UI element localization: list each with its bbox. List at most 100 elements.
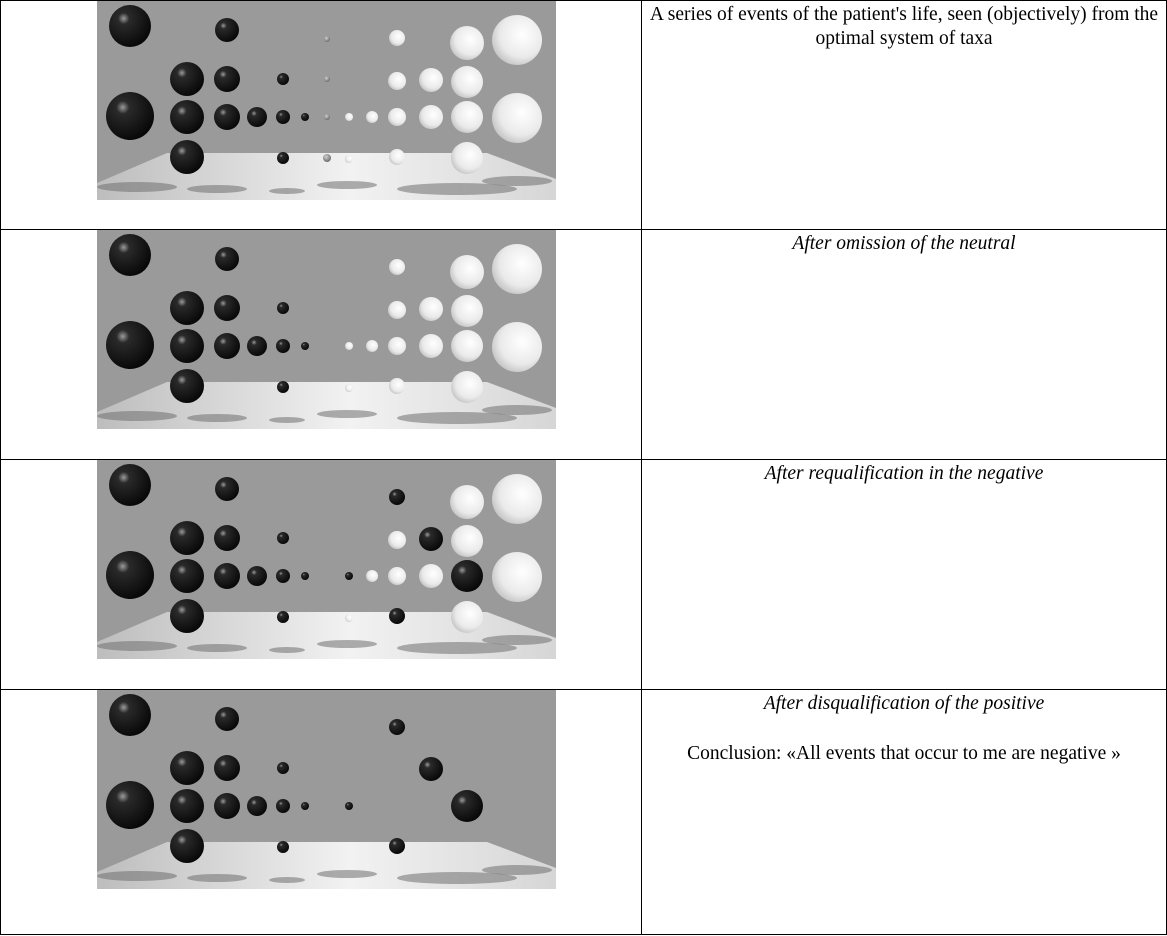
table-row: After requalification in the negative (0, 459, 1167, 690)
dark-sphere (106, 321, 154, 369)
light-sphere (366, 111, 378, 123)
floor-shadow (482, 865, 552, 875)
light-sphere (419, 334, 443, 358)
light-sphere (389, 30, 405, 46)
light-sphere (419, 68, 443, 92)
dark-sphere (170, 599, 204, 633)
dark-sphere (214, 563, 240, 589)
light-sphere (451, 330, 483, 362)
sphere-render-full (97, 1, 556, 200)
floor-shadow (187, 874, 247, 882)
image-cell (0, 689, 642, 935)
conclusion-text: Conclusion: «All events that occur to me… (687, 743, 1121, 764)
caption-text: After requalification in the negative (764, 463, 1044, 484)
light-sphere (419, 105, 443, 129)
dark-sphere (301, 802, 309, 810)
light-sphere (345, 155, 353, 163)
dark-sphere (215, 477, 239, 501)
light-sphere (451, 525, 483, 557)
light-sphere (366, 340, 378, 352)
dark-sphere (109, 694, 151, 736)
floor-shadow (187, 644, 247, 652)
caption-cell: A series of events of the patient's life… (641, 0, 1167, 230)
floor-shadow (482, 176, 552, 186)
floor-shadow (97, 182, 177, 192)
light-sphere (388, 301, 406, 319)
dark-sphere (451, 560, 483, 592)
dark-sphere (345, 802, 353, 810)
light-sphere (388, 72, 406, 90)
dark-sphere (277, 611, 289, 623)
caption-text: A series of events of the patient's life… (649, 4, 1159, 49)
caption-text: After disqualification of the positive (763, 693, 1045, 714)
light-sphere (450, 255, 484, 289)
dark-sphere (301, 342, 309, 350)
light-sphere (345, 113, 353, 121)
floor-shadow (97, 411, 177, 421)
light-sphere (492, 474, 542, 524)
dark-sphere (214, 295, 240, 321)
neutral-sphere (324, 36, 330, 42)
light-sphere (451, 66, 483, 98)
light-sphere (389, 378, 405, 394)
caption-text: After omission of the neutral (792, 233, 1016, 254)
floor-shadow (187, 185, 247, 193)
light-sphere (345, 384, 353, 392)
table-row: A series of events of the patient's life… (0, 0, 1167, 230)
dark-sphere (214, 525, 240, 551)
dark-sphere (170, 291, 204, 325)
dark-sphere (170, 789, 204, 823)
dark-sphere (277, 73, 289, 85)
dark-sphere (301, 113, 309, 121)
light-sphere (388, 531, 406, 549)
dark-sphere (170, 100, 204, 134)
light-sphere (345, 614, 353, 622)
dark-sphere (215, 247, 239, 271)
table-row: After omission of the neutral (0, 229, 1167, 460)
light-sphere (419, 297, 443, 321)
dark-sphere (276, 110, 290, 124)
dark-sphere (276, 339, 290, 353)
dark-sphere (215, 18, 239, 42)
dark-sphere (106, 92, 154, 140)
light-sphere (492, 93, 542, 143)
dark-sphere (214, 104, 240, 130)
sphere-render-requalified (97, 460, 556, 659)
dark-sphere (170, 559, 204, 593)
floor-shadow (397, 872, 517, 884)
neutral-sphere (324, 76, 330, 82)
neutral-sphere (324, 114, 330, 120)
dark-sphere (170, 62, 204, 96)
dark-sphere (389, 489, 405, 505)
light-sphere (492, 15, 542, 65)
floor-shadow (317, 181, 377, 189)
image-cell (0, 0, 642, 230)
dark-sphere (109, 464, 151, 506)
floor-shadow (482, 405, 552, 415)
dark-sphere (215, 707, 239, 731)
dark-sphere (277, 532, 289, 544)
light-sphere (389, 259, 405, 275)
light-sphere (388, 567, 406, 585)
dark-sphere (389, 838, 405, 854)
light-sphere (451, 101, 483, 133)
light-sphere (388, 108, 406, 126)
dark-sphere (170, 329, 204, 363)
dark-sphere (276, 569, 290, 583)
floor-shadow (397, 183, 517, 195)
dark-sphere (106, 781, 154, 829)
dark-sphere (389, 608, 405, 624)
light-sphere (450, 485, 484, 519)
dark-sphere (277, 841, 289, 853)
floor-shadow (317, 640, 377, 648)
light-sphere (492, 552, 542, 602)
dark-sphere (214, 66, 240, 92)
floor-shadow (187, 414, 247, 422)
dark-sphere (419, 757, 443, 781)
dark-sphere (170, 369, 204, 403)
floor-shadow (397, 642, 517, 654)
dark-sphere (301, 572, 309, 580)
dark-sphere (277, 302, 289, 314)
light-sphere (419, 564, 443, 588)
dark-sphere (451, 790, 483, 822)
